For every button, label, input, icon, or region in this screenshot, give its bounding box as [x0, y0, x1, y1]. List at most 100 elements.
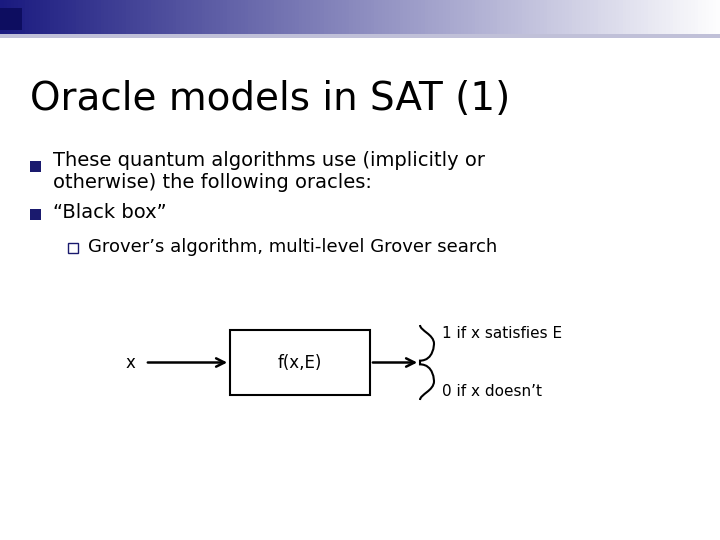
Bar: [691, 0, 695, 35]
Bar: [659, 0, 662, 35]
Bar: [252, 0, 256, 35]
Bar: [104, 0, 108, 35]
Bar: [50, 0, 54, 35]
Bar: [446, 0, 450, 35]
Bar: [29, 0, 32, 35]
Bar: [245, 0, 248, 35]
Bar: [263, 0, 266, 35]
Bar: [119, 0, 122, 35]
Bar: [137, 0, 140, 35]
Bar: [220, 0, 223, 35]
Bar: [40, 0, 43, 35]
Bar: [684, 0, 688, 35]
Bar: [7, 0, 11, 35]
Bar: [612, 0, 616, 35]
Bar: [716, 0, 720, 35]
Bar: [605, 0, 608, 35]
Text: otherwise) the following oracles:: otherwise) the following oracles:: [53, 173, 372, 192]
Bar: [436, 0, 439, 35]
Bar: [61, 0, 65, 35]
Bar: [331, 0, 335, 35]
Bar: [461, 0, 464, 35]
Bar: [673, 0, 677, 35]
Bar: [277, 0, 281, 35]
Bar: [47, 0, 50, 35]
Bar: [644, 0, 648, 35]
Bar: [371, 0, 374, 35]
Bar: [173, 0, 176, 35]
Bar: [68, 243, 78, 253]
Bar: [410, 0, 414, 35]
Bar: [90, 0, 94, 35]
Bar: [565, 0, 569, 35]
Bar: [169, 0, 173, 35]
Bar: [209, 0, 212, 35]
Bar: [4, 0, 7, 35]
Bar: [223, 0, 227, 35]
Bar: [288, 0, 292, 35]
Bar: [216, 0, 220, 35]
Bar: [418, 0, 421, 35]
Bar: [270, 0, 274, 35]
Bar: [504, 0, 508, 35]
Bar: [616, 0, 619, 35]
Bar: [36, 0, 40, 35]
Bar: [479, 0, 482, 35]
Bar: [414, 0, 418, 35]
Bar: [58, 0, 61, 35]
Bar: [248, 0, 252, 35]
Bar: [191, 0, 194, 35]
Bar: [227, 0, 230, 35]
Bar: [536, 0, 540, 35]
Bar: [338, 0, 342, 35]
Bar: [666, 0, 670, 35]
Bar: [619, 0, 623, 35]
Bar: [22, 0, 25, 35]
Bar: [144, 0, 148, 35]
Bar: [497, 0, 500, 35]
Bar: [202, 0, 205, 35]
Bar: [302, 0, 306, 35]
Bar: [97, 0, 101, 35]
Bar: [637, 0, 641, 35]
Bar: [320, 0, 324, 35]
Bar: [83, 0, 86, 35]
Bar: [587, 0, 590, 35]
Bar: [583, 0, 587, 35]
Bar: [576, 0, 580, 35]
Bar: [205, 0, 209, 35]
Bar: [79, 0, 83, 35]
Bar: [266, 0, 270, 35]
Bar: [259, 0, 263, 35]
Bar: [454, 0, 457, 35]
Bar: [677, 0, 680, 35]
Bar: [540, 0, 544, 35]
Bar: [241, 0, 245, 35]
Bar: [396, 0, 400, 35]
Bar: [155, 0, 158, 35]
Bar: [698, 0, 702, 35]
Bar: [30, 209, 41, 220]
Bar: [367, 0, 371, 35]
Bar: [594, 0, 598, 35]
Bar: [25, 0, 29, 35]
Bar: [148, 0, 151, 35]
Bar: [486, 0, 490, 35]
Bar: [212, 0, 216, 35]
Bar: [198, 0, 202, 35]
Bar: [713, 0, 716, 35]
Bar: [317, 0, 320, 35]
Bar: [508, 0, 511, 35]
Text: These quantum algorithms use (implicitly or: These quantum algorithms use (implicitly…: [53, 152, 485, 171]
Bar: [346, 0, 349, 35]
Bar: [634, 0, 637, 35]
Bar: [11, 0, 14, 35]
Bar: [115, 0, 119, 35]
Bar: [468, 0, 472, 35]
Bar: [130, 0, 133, 35]
Bar: [162, 0, 166, 35]
Bar: [324, 0, 328, 35]
Bar: [425, 0, 428, 35]
Bar: [108, 0, 112, 35]
Bar: [72, 0, 76, 35]
